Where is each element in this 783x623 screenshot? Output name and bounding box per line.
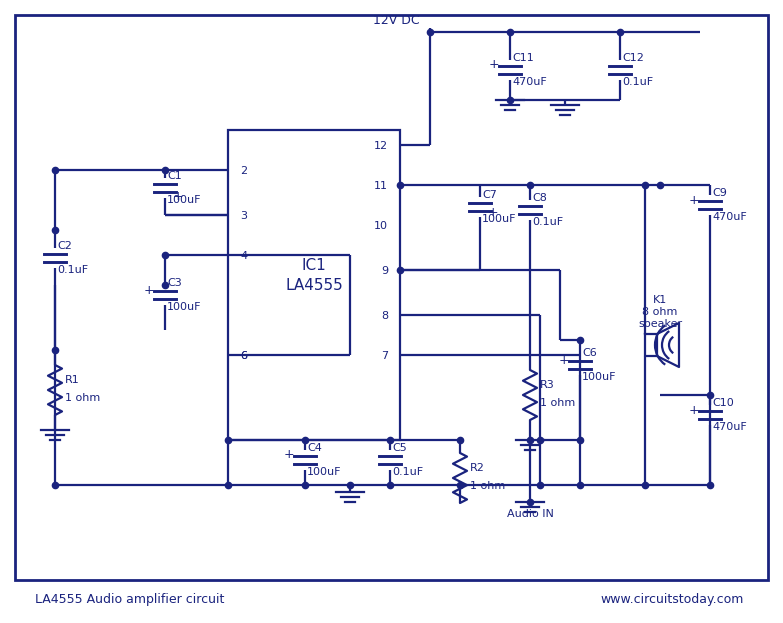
Text: +: +: [559, 353, 569, 366]
Text: IC1: IC1: [301, 257, 327, 272]
Text: 6: 6: [240, 351, 247, 361]
Text: K1: K1: [653, 295, 667, 305]
Text: 11: 11: [374, 181, 388, 191]
Text: 100uF: 100uF: [167, 195, 201, 205]
Text: 8: 8: [381, 311, 388, 321]
Text: Audio IN: Audio IN: [507, 509, 554, 519]
Text: C1: C1: [167, 171, 182, 181]
Text: C2: C2: [57, 241, 72, 251]
Text: C12: C12: [622, 53, 644, 63]
Text: 6: 6: [240, 351, 247, 361]
Text: speaker: speaker: [638, 319, 682, 329]
Text: 0.1uF: 0.1uF: [532, 217, 563, 227]
Text: +: +: [689, 404, 699, 417]
Text: 0.1uF: 0.1uF: [622, 77, 653, 87]
Text: 470uF: 470uF: [512, 77, 547, 87]
Text: 470uF: 470uF: [712, 422, 747, 432]
Text: C10: C10: [712, 398, 734, 408]
Text: R1: R1: [65, 375, 80, 385]
Text: R2: R2: [470, 463, 485, 473]
Text: 4: 4: [240, 251, 247, 261]
Text: 100uF: 100uF: [482, 214, 517, 224]
Text: 0.1uF: 0.1uF: [57, 265, 88, 275]
Text: +: +: [173, 191, 183, 204]
Text: 100uF: 100uF: [167, 302, 201, 312]
Text: +: +: [689, 194, 699, 206]
Text: 1 ohm: 1 ohm: [540, 398, 576, 408]
Text: +: +: [283, 449, 294, 462]
Text: 7: 7: [381, 351, 388, 361]
Text: C7: C7: [482, 190, 497, 200]
Text: 9: 9: [381, 266, 388, 276]
Text: 100uF: 100uF: [582, 372, 616, 382]
Text: 1 ohm: 1 ohm: [65, 393, 100, 403]
Text: LA4555: LA4555: [285, 277, 343, 293]
Bar: [228, 130, 400, 440]
Text: 0.1uF: 0.1uF: [392, 467, 423, 477]
Text: 10: 10: [374, 221, 388, 231]
Text: C9: C9: [712, 188, 727, 198]
Text: 3: 3: [240, 211, 247, 221]
Text: 8 ohm: 8 ohm: [642, 307, 678, 317]
Text: +: +: [488, 206, 498, 219]
Text: LA4555 Audio amplifier circuit: LA4555 Audio amplifier circuit: [35, 594, 225, 607]
Text: C6: C6: [582, 348, 597, 358]
Text: C5: C5: [392, 443, 406, 453]
Text: 470uF: 470uF: [712, 212, 747, 222]
Text: R3: R3: [540, 380, 554, 390]
Text: C4: C4: [307, 443, 322, 453]
Text: 1 ohm: 1 ohm: [470, 481, 505, 491]
Text: 100uF: 100uF: [307, 467, 341, 477]
Text: C3: C3: [167, 278, 182, 288]
Text: +: +: [144, 283, 154, 297]
Text: 2: 2: [240, 166, 247, 176]
Text: www.circuitstoday.com: www.circuitstoday.com: [600, 594, 743, 607]
Text: +: +: [489, 59, 500, 72]
Text: C8: C8: [532, 193, 547, 203]
Text: C11: C11: [512, 53, 534, 63]
Text: 12: 12: [373, 141, 388, 151]
Text: 12V DC: 12V DC: [373, 14, 420, 27]
